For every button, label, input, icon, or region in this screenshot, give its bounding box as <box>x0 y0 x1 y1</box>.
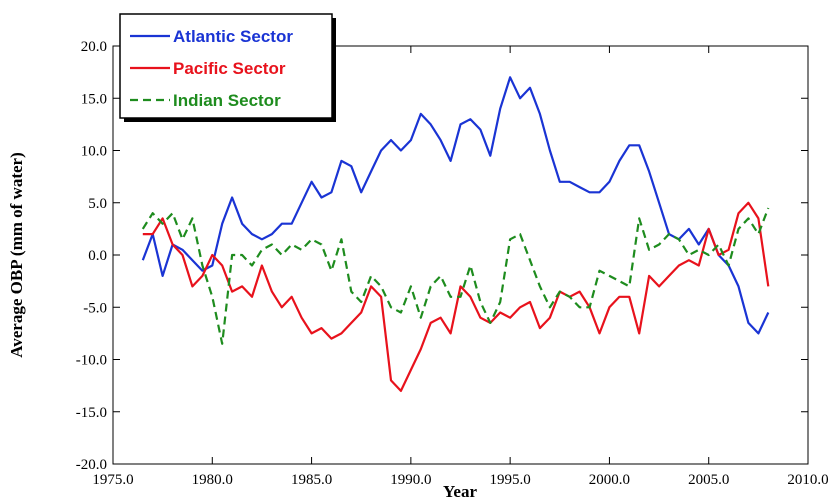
x-tick-label: 1985.0 <box>291 472 332 488</box>
y-tick-label: 10.0 <box>81 144 107 160</box>
y-tick-label: 15.0 <box>81 91 107 107</box>
legend: Atlantic Sector Pacific Sector Indian Sect… <box>119 13 336 122</box>
legend-label: Indian Sector <box>173 91 281 110</box>
y-tick-label: -5.0 <box>83 300 107 316</box>
x-tick-label: 2000.0 <box>589 472 630 488</box>
y-axis-label: Average OBP (mm of water) <box>7 152 26 358</box>
series-line <box>141 207 770 345</box>
y-tick-label: -20.0 <box>76 457 107 473</box>
y-tick-label: -15.0 <box>76 405 107 421</box>
series-line <box>142 201 770 392</box>
x-tick-label: 1975.0 <box>92 472 133 488</box>
x-tick-label: 1990.0 <box>390 472 431 488</box>
x-tick-label: 2010.0 <box>787 472 828 488</box>
x-tick-label: 2005.0 <box>688 472 729 488</box>
series-line <box>141 76 770 335</box>
legend-box <box>119 13 333 119</box>
y-tick-label: -10.0 <box>76 353 107 369</box>
x-tick-label: 1980.0 <box>192 472 233 488</box>
y-tick-label: 20.0 <box>81 39 107 55</box>
x-axis-label: Year <box>443 482 477 501</box>
y-tick-label: 5.0 <box>88 196 107 212</box>
x-tick-label: 1995.0 <box>490 472 531 488</box>
legend-label: Atlantic Sector <box>173 27 293 46</box>
y-tick-label: 0.0 <box>88 248 107 264</box>
legend-label: Pacific Sector <box>173 59 286 78</box>
